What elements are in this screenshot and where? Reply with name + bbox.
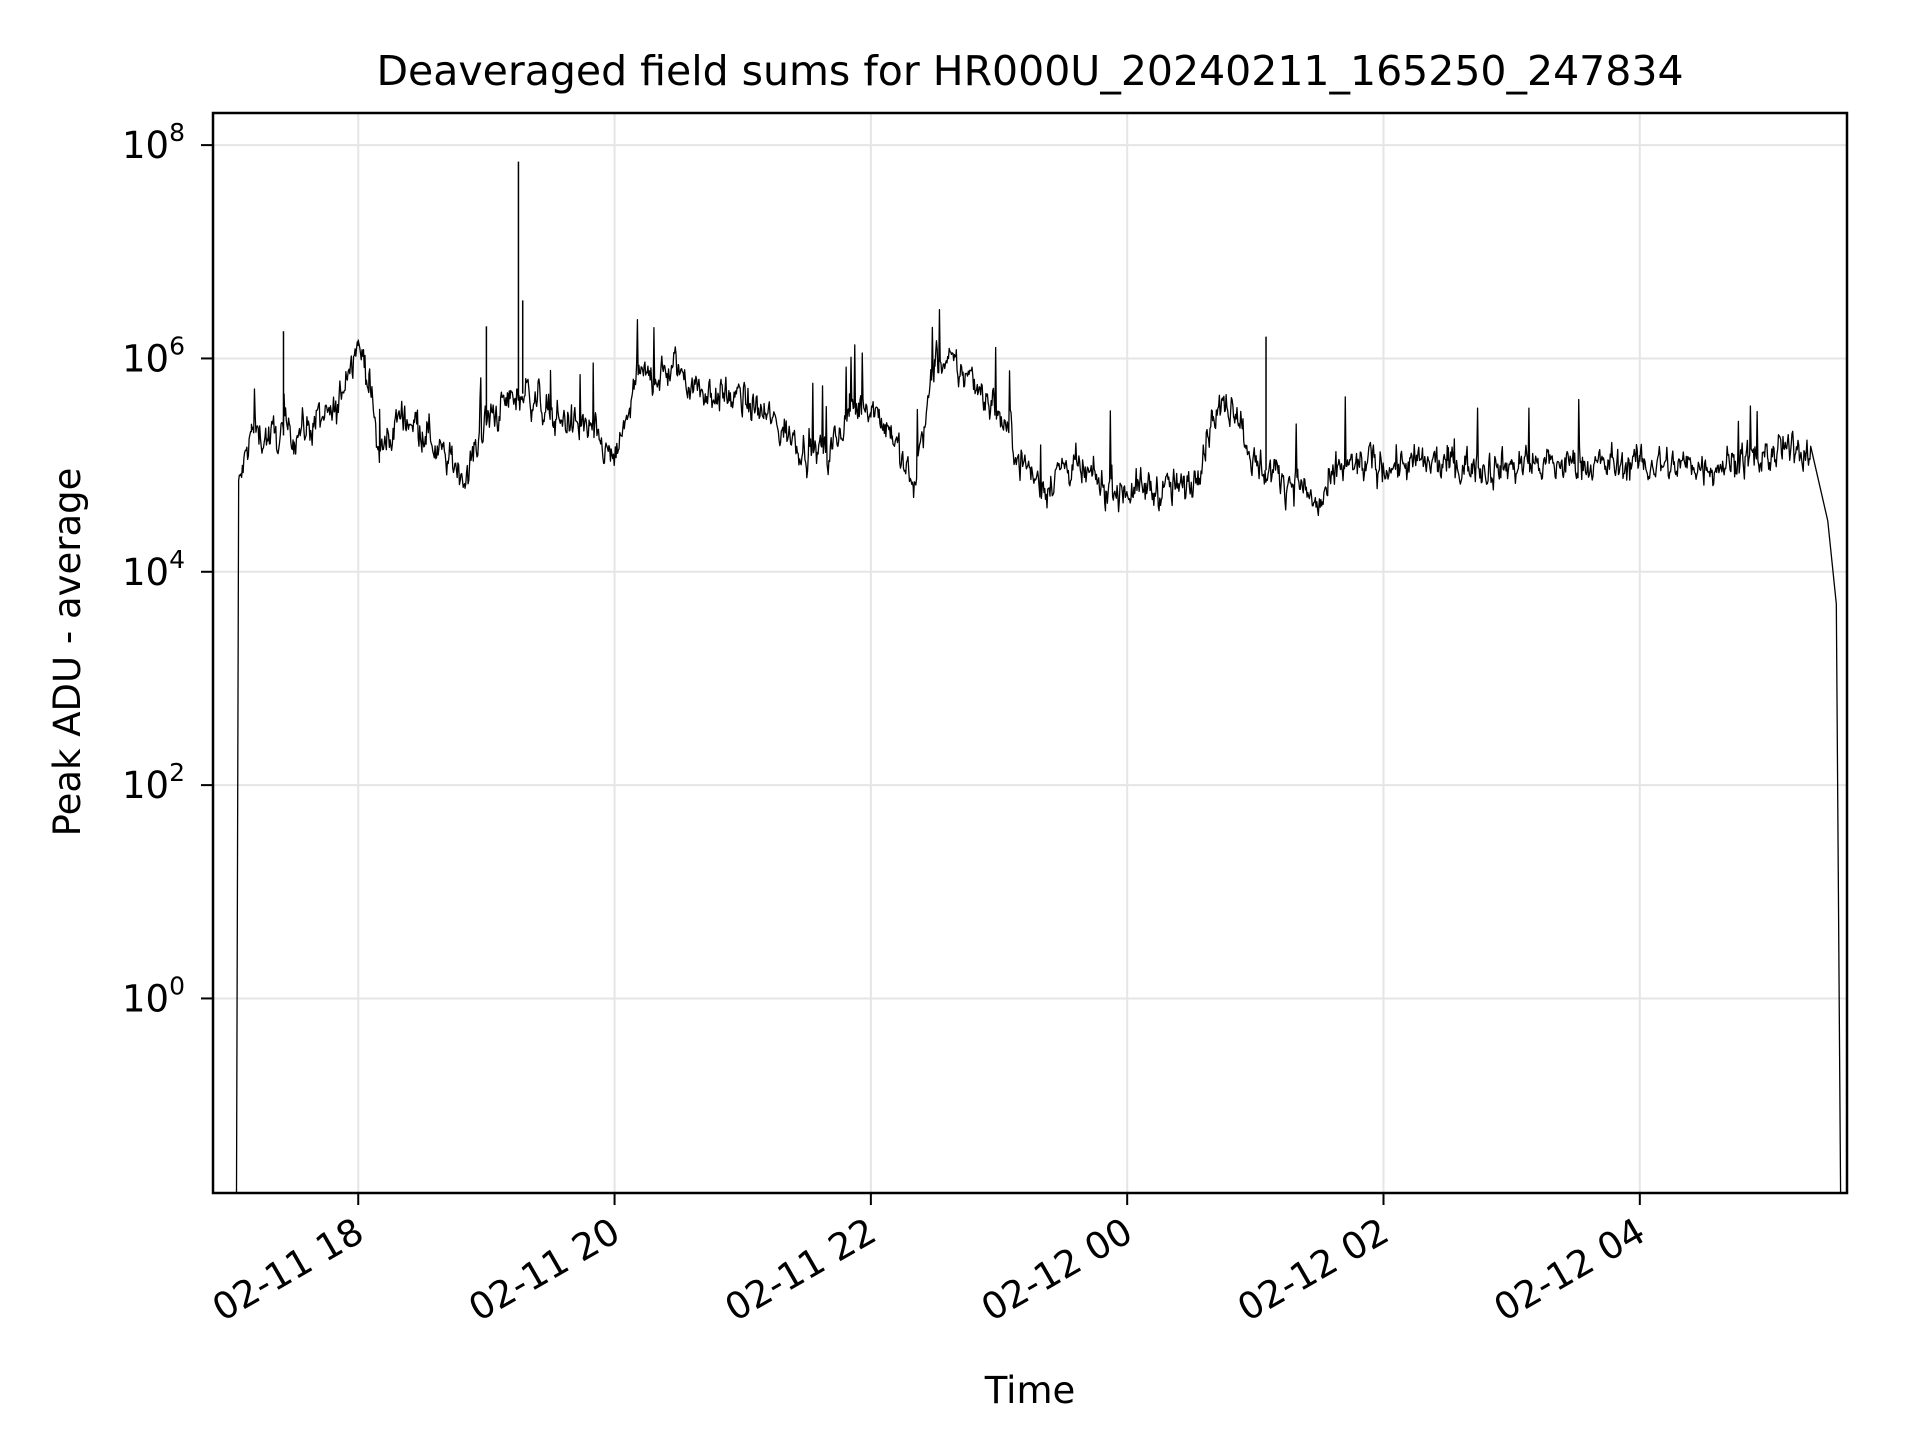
plot-frame bbox=[211, 111, 1849, 1195]
series-line bbox=[235, 309, 1842, 1194]
y-tick-label: 106 bbox=[122, 331, 185, 380]
data-layer bbox=[235, 161, 1842, 1194]
y-tick-label: 100 bbox=[122, 971, 185, 1020]
tick-layer: 02-11 18 02-11 20 02-11 22 02-12 00 02-12 02… bbox=[122, 118, 1652, 1330]
x-tick-label: 02-11 20 bbox=[461, 1210, 627, 1330]
chart-title: Deaveraged field sums for HR000U_2024021… bbox=[376, 47, 1683, 95]
y-tick-label: 108 bbox=[122, 118, 185, 167]
x-tick-label: 02-12 02 bbox=[1230, 1210, 1396, 1330]
y-tick-label: 104 bbox=[122, 545, 185, 594]
x-tick-label: 02-12 00 bbox=[974, 1210, 1140, 1330]
y-tick-label: 102 bbox=[122, 758, 185, 807]
x-tick-label: 02-11 18 bbox=[205, 1210, 371, 1330]
grid-layer bbox=[213, 113, 1847, 1193]
x-axis-label: Time bbox=[984, 1369, 1076, 1412]
x-tick-label: 02-12 04 bbox=[1487, 1210, 1653, 1330]
x-tick-label: 02-11 22 bbox=[718, 1210, 884, 1330]
y-axis-label: Peak ADU - average bbox=[46, 468, 89, 837]
